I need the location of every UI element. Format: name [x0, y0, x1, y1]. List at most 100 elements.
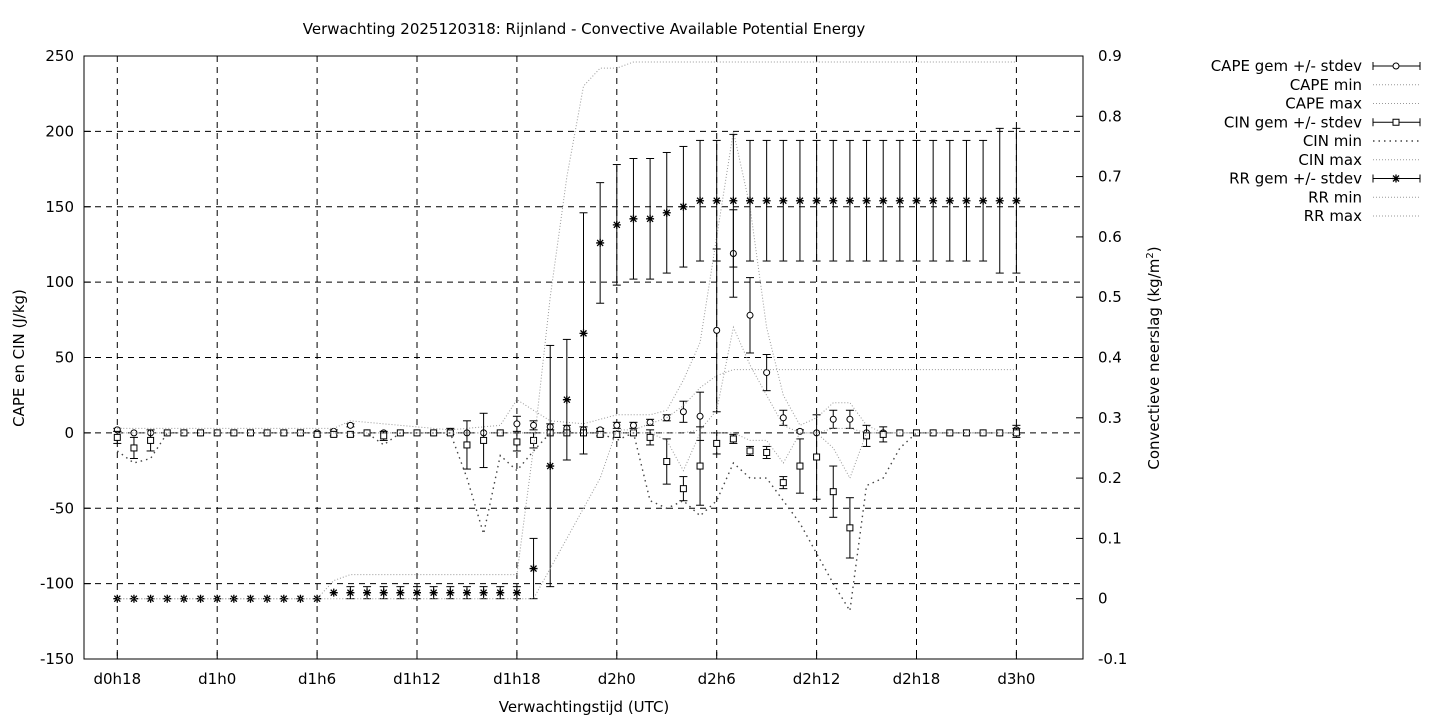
- x-tick-label: d1h0: [198, 670, 236, 688]
- star-marker: [229, 594, 238, 603]
- star-marker: [612, 220, 621, 229]
- square-marker: [796, 462, 804, 470]
- circle-marker: [829, 415, 837, 423]
- square-marker: [163, 429, 171, 437]
- star-marker: [729, 196, 738, 205]
- cin-gem-stdev-series: [113, 412, 1021, 559]
- y2-tick-label: 0: [1098, 590, 1108, 608]
- circle-marker: [846, 415, 854, 423]
- square-marker: [713, 439, 721, 447]
- cape-min-line: [117, 325, 1017, 434]
- star-marker: [962, 196, 971, 205]
- star-marker: [379, 588, 388, 597]
- star-marker: [629, 214, 638, 223]
- cape-min-series: [117, 325, 1017, 434]
- square-marker: [779, 479, 787, 487]
- legend-label: RR min: [1308, 188, 1362, 206]
- star-marker: [712, 196, 721, 205]
- star-marker: [879, 196, 888, 205]
- square-marker: [496, 429, 504, 437]
- star-marker: [163, 594, 172, 603]
- square-marker: [130, 444, 138, 452]
- y-tick-label: 0: [64, 424, 74, 442]
- y-tick-label: -50: [50, 499, 75, 517]
- star-marker: [895, 196, 904, 205]
- star-marker: [313, 594, 322, 603]
- circle-marker: [613, 421, 621, 429]
- y2-axis-label-sup: 2: [1145, 252, 1156, 258]
- star-marker: [562, 395, 571, 404]
- cape-max-line: [117, 131, 1017, 434]
- x-tick-label: d2h0: [598, 670, 636, 688]
- circle-marker: [696, 412, 704, 420]
- circle-marker: [629, 421, 637, 429]
- legend-label: CIN max: [1298, 151, 1362, 169]
- cin-max-line: [117, 432, 1017, 480]
- star-marker: [746, 196, 754, 205]
- star-marker: [829, 196, 838, 205]
- legend-label: CAPE max: [1285, 95, 1362, 113]
- x-tick-label: d1h12: [393, 670, 441, 688]
- square-marker: [463, 441, 471, 449]
- y-tick-label: -150: [40, 650, 74, 668]
- circle-marker: [796, 427, 804, 435]
- rr-max-series: [117, 61, 1017, 600]
- square-marker: [679, 485, 687, 493]
- circle-marker: [746, 311, 754, 319]
- rr-max-line: [117, 61, 1017, 600]
- circle-marker: [1392, 62, 1400, 70]
- star-marker: [413, 588, 421, 597]
- square-marker: [696, 462, 704, 470]
- star-marker: [579, 329, 588, 338]
- star-marker: [945, 196, 954, 205]
- star-marker: [129, 594, 138, 603]
- circle-marker: [513, 420, 521, 428]
- legend-label: RR max: [1304, 207, 1362, 225]
- star-marker: [1392, 174, 1400, 183]
- circle-marker: [346, 421, 354, 429]
- y-tick-label: -100: [40, 575, 74, 593]
- y2-tick-label: 0.4: [1098, 349, 1122, 367]
- x-tick-label: d0h18: [93, 670, 141, 688]
- y2-tick-label: 0.2: [1098, 469, 1122, 487]
- y2-tick-label: 0.6: [1098, 228, 1122, 246]
- star-marker: [329, 588, 338, 597]
- star-marker: [1012, 196, 1021, 205]
- x-tick-label: d2h12: [793, 670, 841, 688]
- square-marker: [380, 432, 388, 440]
- star-marker: [363, 588, 372, 597]
- y-tick-label: 150: [45, 198, 74, 216]
- star-marker: [795, 196, 804, 205]
- legend-label: CIN min: [1303, 132, 1362, 150]
- y2-tick-label: 0.1: [1098, 529, 1122, 547]
- square-marker: [1392, 118, 1400, 126]
- star-marker: [496, 588, 505, 597]
- square-marker: [480, 436, 488, 444]
- square-marker: [313, 430, 321, 438]
- x-tick-label: d1h6: [298, 670, 336, 688]
- star-marker: [529, 564, 538, 573]
- cin-max-series: [117, 432, 1017, 480]
- square-marker: [613, 430, 621, 438]
- y2-tick-label: 0.7: [1098, 168, 1122, 186]
- star-marker: [646, 214, 655, 223]
- square-marker: [746, 447, 754, 455]
- star-marker: [279, 594, 288, 603]
- y2-tick-label: 0.8: [1098, 107, 1122, 125]
- star-marker: [429, 588, 438, 597]
- star-marker: [862, 196, 871, 205]
- circle-marker: [679, 408, 687, 416]
- square-marker: [346, 430, 354, 438]
- star-marker: [662, 208, 671, 217]
- star-marker: [479, 588, 488, 597]
- legend-label: CAPE gem +/- stdev: [1211, 57, 1362, 75]
- star-marker: [912, 196, 921, 205]
- x-tick-label: d1h18: [493, 670, 541, 688]
- square-marker: [729, 435, 737, 443]
- star-marker: [596, 238, 605, 247]
- y2-axis-label-main: Convectieve neerslag (kg/m: [1145, 259, 1163, 470]
- y-axis-label: CAPE en CIN (J/kg): [10, 289, 28, 427]
- square-marker: [147, 436, 155, 444]
- square-marker: [646, 433, 654, 441]
